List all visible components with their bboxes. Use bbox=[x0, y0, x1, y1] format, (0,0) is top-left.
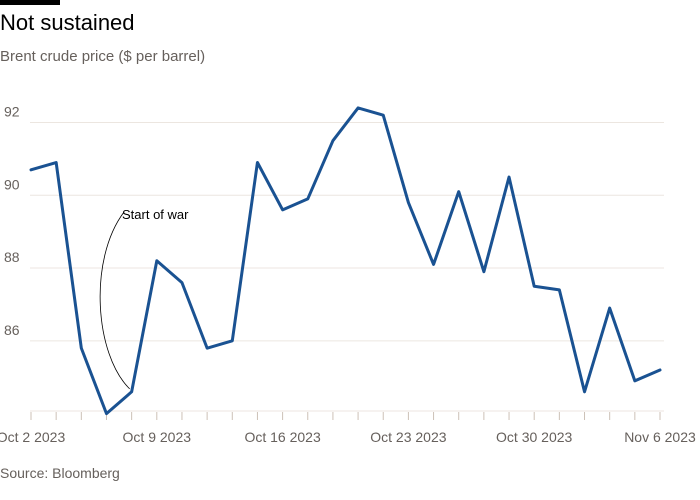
grid-lines bbox=[30, 121, 664, 412]
y-tick-label: 92 bbox=[4, 103, 20, 119]
source-note: Source: Bloomberg bbox=[0, 465, 120, 481]
y-tick-label: 86 bbox=[4, 322, 20, 338]
annotation-connector bbox=[99, 211, 130, 390]
top-accent-bar bbox=[0, 0, 60, 5]
x-tick-label: Oct 30 2023 bbox=[496, 429, 572, 445]
annotation-layer: Start of war bbox=[99, 207, 189, 390]
x-tick-label: Oct 2 2023 bbox=[0, 429, 65, 445]
x-axis-ticks: Oct 2 2023 Oct 9 2023 Oct 16 2023 Oct 23 20… bbox=[0, 412, 696, 445]
chart-title: Not sustained bbox=[0, 10, 135, 35]
y-tick-label: 90 bbox=[4, 176, 20, 192]
x-tick-label: Oct 16 2023 bbox=[244, 429, 320, 445]
x-tick-label: Oct 23 2023 bbox=[370, 429, 446, 445]
series-line-brent bbox=[29, 106, 662, 416]
chart-subtitle: Brent crude price ($ per barrel) bbox=[0, 48, 206, 65]
x-tick-label: Oct 9 2023 bbox=[123, 429, 192, 445]
x-tick-label: Nov 6 2023 bbox=[624, 429, 696, 445]
annotation-label: Start of war bbox=[122, 207, 189, 222]
y-tick-label: 88 bbox=[4, 249, 20, 265]
y-axis-ticks: 86 88 90 92 bbox=[4, 103, 20, 337]
